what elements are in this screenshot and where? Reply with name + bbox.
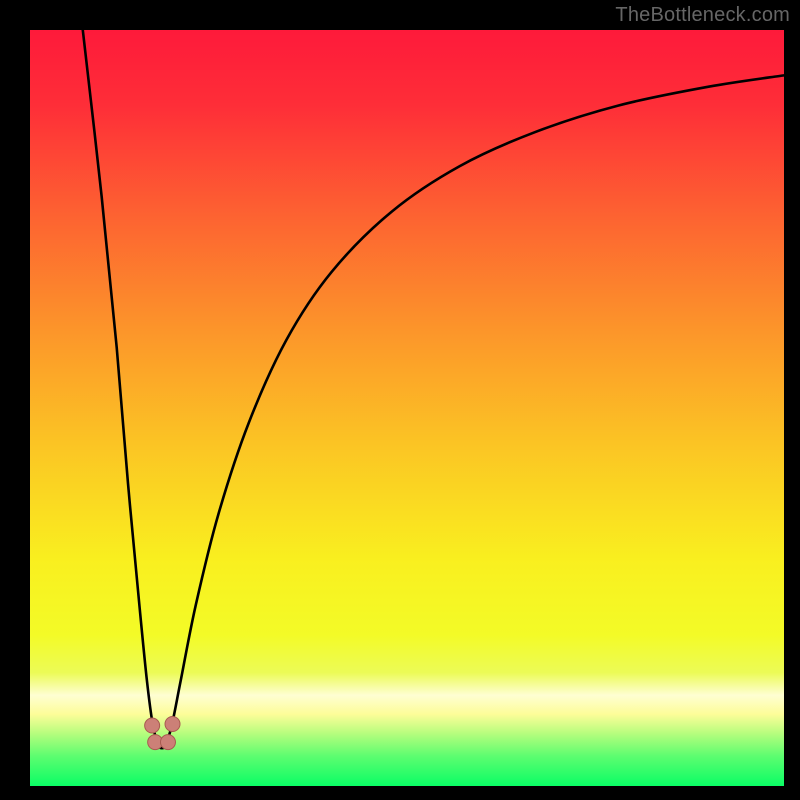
bottleneck-chart — [0, 0, 800, 800]
watermark-text: TheBottleneck.com — [615, 4, 790, 27]
chart-gradient-background — [30, 30, 784, 786]
curve-nub — [160, 735, 175, 750]
curve-nub — [165, 717, 180, 732]
curve-nub — [145, 718, 160, 733]
chart-container: TheBottleneck.com — [0, 0, 800, 800]
